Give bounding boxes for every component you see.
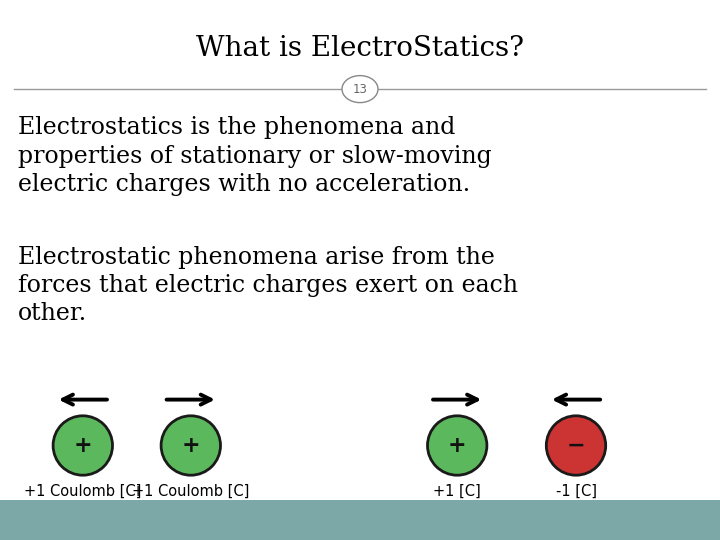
- Ellipse shape: [428, 416, 487, 475]
- Text: Electrostatics is the phenomena and
properties of stationary or slow-moving
elec: Electrostatics is the phenomena and prop…: [18, 116, 492, 196]
- Ellipse shape: [53, 416, 112, 475]
- Text: +1 [C]: +1 [C]: [433, 483, 481, 498]
- Text: 13: 13: [353, 83, 367, 96]
- Text: +1 Coulomb [C]: +1 Coulomb [C]: [24, 483, 142, 498]
- Text: Electrostatic phenomena arise from the
forces that electric charges exert on eac: Electrostatic phenomena arise from the f…: [18, 246, 518, 326]
- Text: -1 [C]: -1 [C]: [556, 483, 596, 498]
- Text: +: +: [73, 435, 92, 456]
- Ellipse shape: [546, 416, 606, 475]
- Circle shape: [342, 76, 378, 103]
- Text: +: +: [448, 435, 467, 456]
- Ellipse shape: [161, 416, 220, 475]
- Text: −: −: [567, 435, 585, 456]
- Text: What is ElectroStatics?: What is ElectroStatics?: [196, 35, 524, 62]
- Text: +1 Coulomb [C]: +1 Coulomb [C]: [132, 483, 250, 498]
- Bar: [0, 500, 720, 540]
- Text: +: +: [181, 435, 200, 456]
